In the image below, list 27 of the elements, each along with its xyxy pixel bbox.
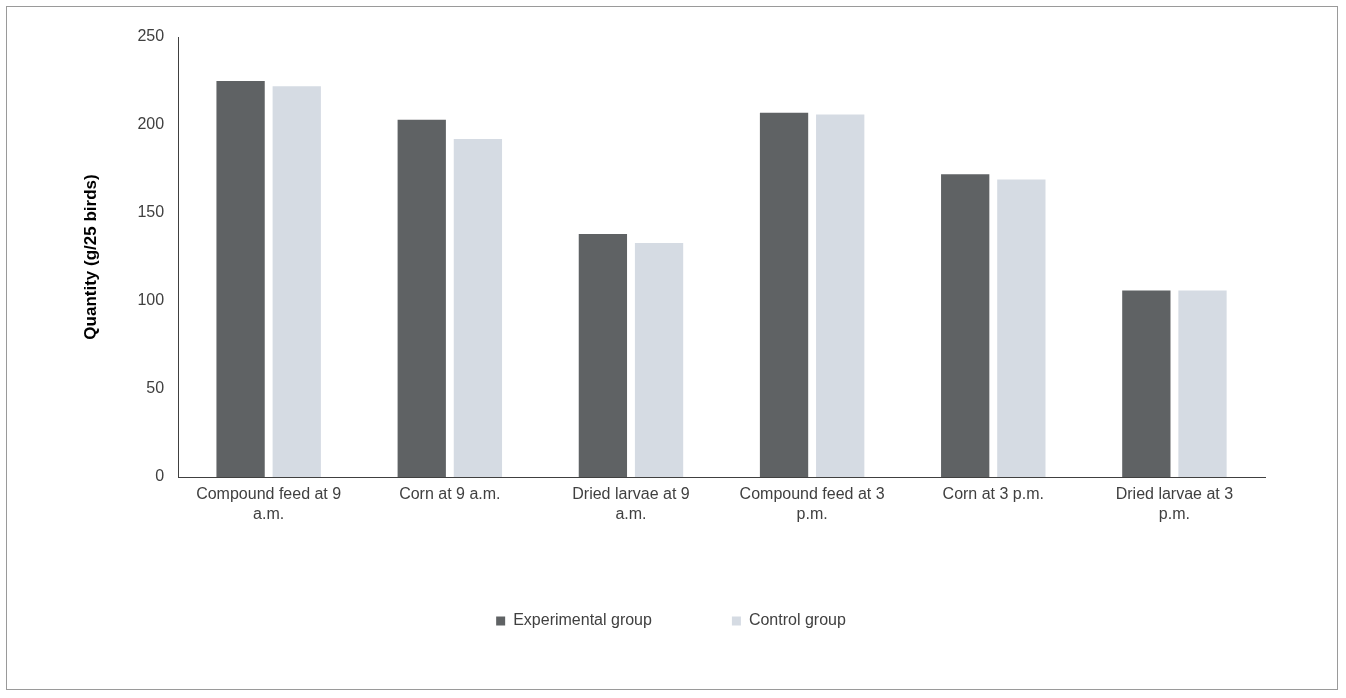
x-tick-label: Dried larvae at 9 a.m. [572, 485, 690, 523]
y-tick-label: 50 [146, 379, 165, 397]
bar [634, 242, 684, 477]
bar [453, 139, 503, 477]
bar [1178, 290, 1227, 477]
bar [578, 234, 628, 477]
bar [272, 86, 321, 477]
legend-label: Control group [748, 611, 846, 629]
y-axis-title: Quantity (g/25 birds) [80, 174, 100, 340]
bar [816, 114, 865, 477]
x-tick-label: Dried larvae at 3 p.m. [1115, 485, 1234, 523]
y-tick-label: 150 [137, 203, 165, 221]
bar [759, 112, 809, 477]
legend-label: Experimental group [513, 611, 652, 629]
y-tick-label: 200 [137, 115, 165, 133]
x-tick-label: Compound feed at 3 p.m. [739, 485, 885, 523]
bar [997, 179, 1046, 477]
x-tick-label: Corn at 9 a.m. [399, 485, 501, 503]
bar [397, 119, 446, 477]
bar [1122, 290, 1171, 477]
bar [216, 81, 265, 477]
bar [941, 174, 990, 477]
x-tick-label: Compound feed at 9 a.m. [196, 485, 342, 523]
y-tick-label: 250 [137, 27, 165, 45]
x-tick-label: Corn at 3 p.m. [942, 485, 1044, 503]
y-tick-label: 0 [155, 467, 165, 485]
y-tick-label: 100 [137, 291, 165, 309]
